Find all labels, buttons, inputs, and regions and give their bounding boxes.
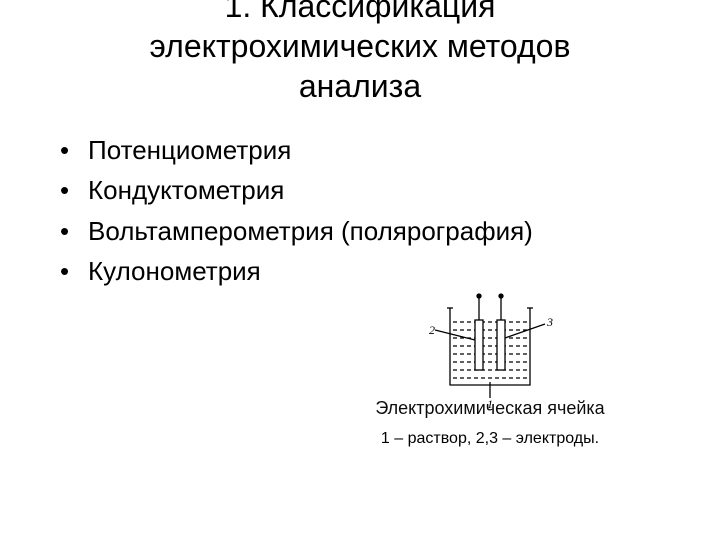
title-line-2: электрохимических методов [150, 28, 571, 64]
figure-caption-main: Электрохимическая ячейка [330, 398, 650, 419]
bullet-list: Потенциометрия Кондуктометрия Вольтампер… [0, 132, 720, 290]
list-item: Кондуктометрия [60, 172, 720, 208]
slide-title: 1. Классификация электрохимических метод… [0, 0, 720, 118]
list-item: Вольтамперометрия (полярография) [60, 213, 720, 249]
bullet-text: Вольтамперометрия (полярография) [88, 216, 533, 246]
bullet-text: Кондуктометрия [88, 175, 284, 205]
list-item: Потенциометрия [60, 132, 720, 168]
diagram-label-3: 3 [546, 315, 553, 329]
bullet-text: Кулонометрия [88, 256, 261, 286]
diagram-label-2: 2 [429, 323, 435, 337]
title-line-1: 1. Классификация [225, 0, 496, 24]
slide: 1. Классификация электрохимических метод… [0, 0, 720, 540]
title-line-3: анализа [299, 68, 421, 104]
figure-area: 2 3 1 Электрохимическая ячейка 1 – раств… [330, 290, 650, 448]
figure-caption-sub: 1 – раствор, 2,3 – электроды. [330, 430, 650, 448]
list-item: Кулонометрия [60, 253, 720, 289]
bullet-text: Потенциометрия [88, 135, 291, 165]
electrochemical-cell-diagram: 2 3 1 [415, 290, 565, 410]
